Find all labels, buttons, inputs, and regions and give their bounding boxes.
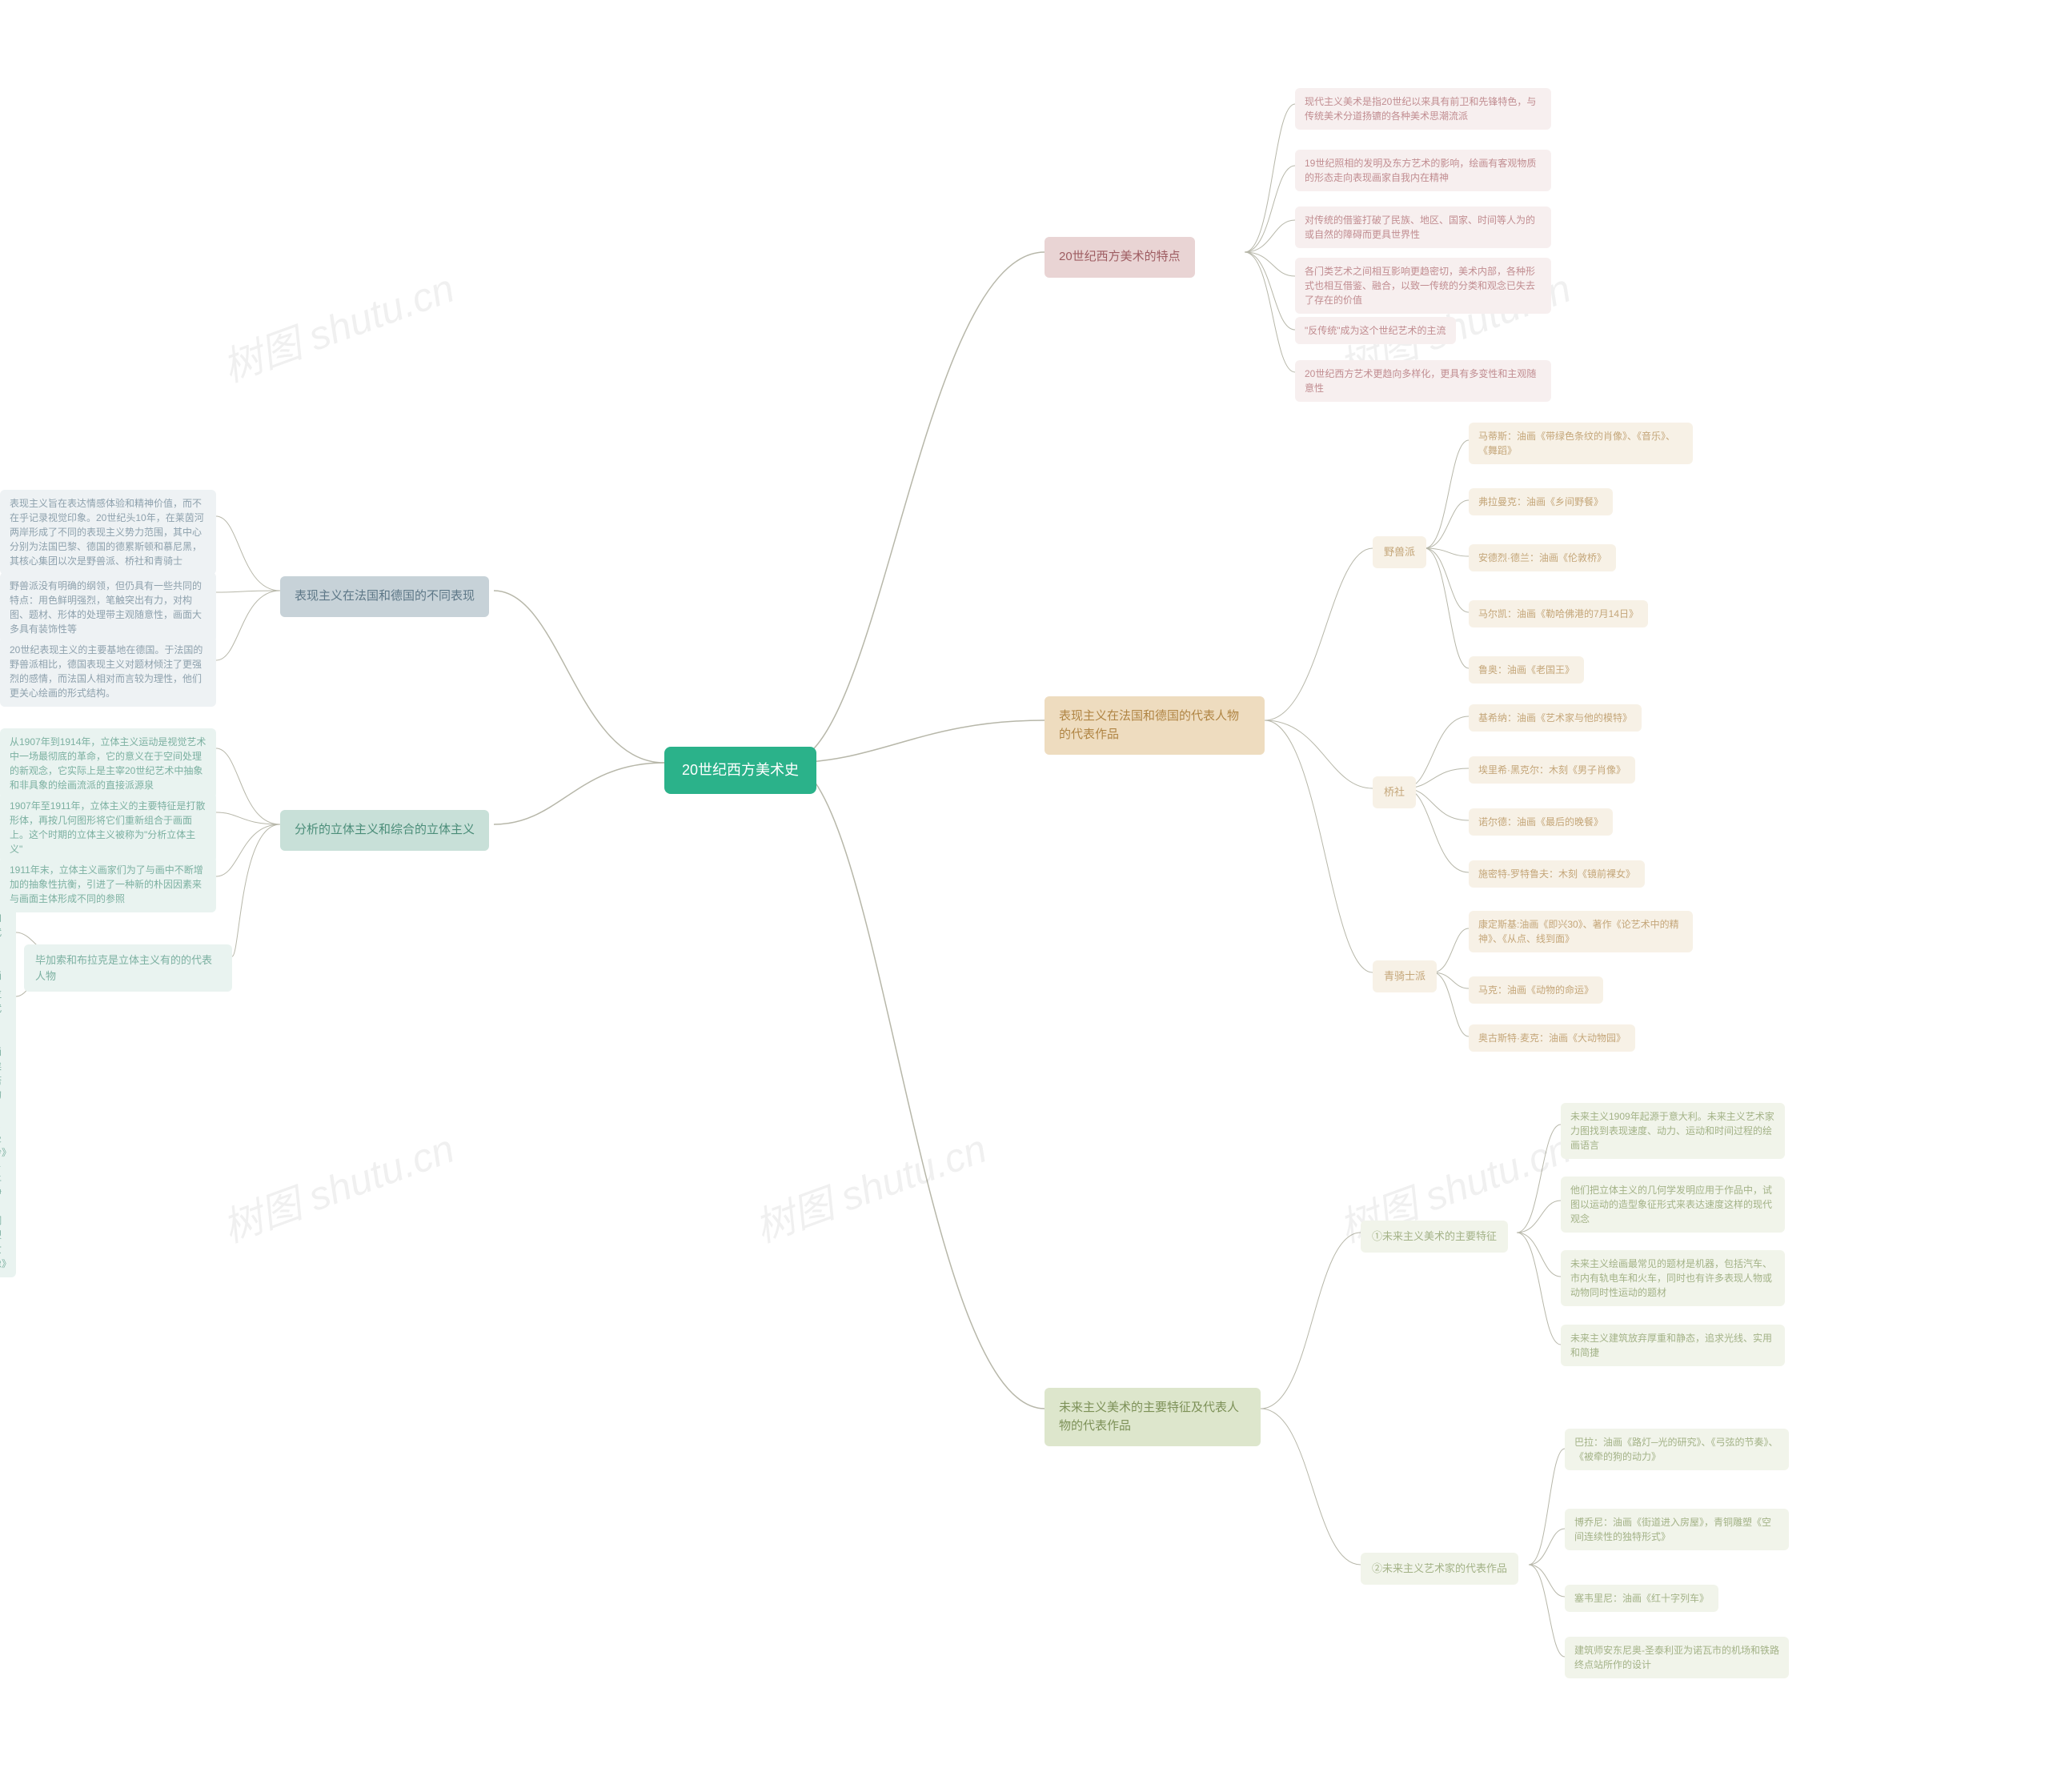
watermark: 树图 shutu.cn bbox=[214, 1116, 461, 1253]
leaf-b3s2-2: 塞韦里尼：油画《红十字列车》 bbox=[1565, 1585, 1718, 1612]
root-node[interactable]: 20世纪西方美术史 bbox=[664, 747, 816, 794]
leaf-b3s1-1: 他们把立体主义的几何学发明应用于作品中，试图以运动的造型象征形式来表达速度这样的… bbox=[1561, 1177, 1785, 1233]
leaf-b1-0: 现代主义美术是指20世纪以来具有前卫和先锋特色，与传统美术分道扬镳的各种美术思潮… bbox=[1295, 88, 1551, 130]
leaf-b1-2: 对传统的借鉴打破了民族、地区、国家、时间等人为的或自然的障碍而更具世界性 bbox=[1295, 206, 1551, 248]
leaf-b2s2-0: 基希纳：油画《艺术家与他的模特》 bbox=[1469, 704, 1642, 732]
leaf-b5-2: 1911年末，立体主义画家们为了与画中不断增加的抽象性抗衡，引进了一种新的朴因因… bbox=[0, 856, 216, 912]
branch-futurism[interactable]: 未来主义美术的主要特征及代表人物的代表作品 bbox=[1045, 1388, 1261, 1446]
leaf-b4-2: 20世纪表现主义的主要基地在德国。于法国的野兽派相比，德国表现主义对题材倾注了更… bbox=[0, 636, 216, 707]
leaf-b2s2-3: 施密特-罗特鲁夫：木刻《镜前裸女》 bbox=[1469, 860, 1645, 888]
leaf-b1-5: 20世纪西方艺术更趋向多样化，更具有多变性和主观随意性 bbox=[1295, 360, 1551, 402]
leaf-b2s1-0: 马蒂斯：油画《带绿色条纹的肖像》、《音乐》、《舞蹈》 bbox=[1469, 423, 1693, 464]
leaf-b1-3: 各门类艺术之间相互影响更趋密切，美术内部，各种形式也相互借鉴、融合，以致一传统的… bbox=[1295, 258, 1551, 314]
leaf-b5-1: 1907年至1911年，立体主义的主要特征是打散形体，再按几何图形将它们重新组合… bbox=[0, 792, 216, 863]
branch-features[interactable]: 20世纪西方美术的特点 bbox=[1045, 237, 1195, 278]
leaf-b4-1: 野兽派没有明确的纲领，但仍具有一些共同的特点：用色鲜明强烈，笔触突出有力，对构图… bbox=[0, 572, 216, 643]
leaf-b2s1-4: 鲁奥：油画《老国王》 bbox=[1469, 656, 1584, 684]
leaf-b2s2-2: 诺尔德：油画《最后的晚餐》 bbox=[1469, 808, 1613, 836]
leaf-b4-0: 表现主义旨在表达情感体验和精神价值，而不在乎记录视觉印象。20世纪头10年，在莱… bbox=[0, 490, 216, 575]
leaf-b1-1: 19世纪照相的发明及东方艺术的影响，绘画有客观物质的形态走向表现画家自我内在精神 bbox=[1295, 150, 1551, 191]
leaf-b2s3-1: 马克：油画《动物的命运》 bbox=[1469, 976, 1603, 1004]
sub-fauvism[interactable]: 野兽派 bbox=[1373, 536, 1426, 568]
branch-cubism[interactable]: 分析的立体主义和综合的立体主义 bbox=[280, 810, 489, 851]
branch-expressionism-works[interactable]: 表现主义在法国和德国的代表人物的代表作品 bbox=[1045, 696, 1265, 755]
sub-futurism-features[interactable]: ①未来主义美术的主要特征 bbox=[1361, 1221, 1508, 1253]
leaf-b3s1-3: 未来主义建筑放弃厚重和静态，追求光线、实用和简捷 bbox=[1561, 1325, 1785, 1366]
watermark: 树图 shutu.cn bbox=[746, 1116, 993, 1253]
leaf-b1-4: "反传统"成为这个世纪艺术的主流 bbox=[1295, 317, 1456, 344]
leaf-b2s1-1: 弗拉曼克：油画《乡间野餐》 bbox=[1469, 488, 1613, 515]
sub-cubism-artists[interactable]: 毕加索和布拉克是立体主义有的的代表人物 bbox=[24, 944, 232, 992]
leaf-b3s2-3: 建筑师安东尼奥-圣泰利亚为诺瓦市的机场和铁路终点站所作的设计 bbox=[1565, 1637, 1789, 1678]
sub-bridge[interactable]: 桥社 bbox=[1373, 776, 1416, 808]
watermark: 树图 shutu.cn bbox=[214, 256, 461, 393]
leaf-b3s2-0: 巴拉：油画《路灯─光的研究》、《弓弦的节奏》、《被牵的狗的动力》 bbox=[1565, 1429, 1789, 1470]
leaf-b5-0: 从1907年到1914年，立体主义运动是视觉艺术中一场最彻底的革命，它的意义在于… bbox=[0, 728, 216, 799]
leaf-b3s1-2: 未来主义绘画最常见的题材是机器，包括汽车、市内有轨电车和火车，同时也有许多表现人… bbox=[1561, 1250, 1785, 1306]
leaf-b2s1-2: 安德烈·德兰：油画《伦敦桥》 bbox=[1469, 544, 1616, 571]
sub-futurism-works[interactable]: ②未来主义艺术家的代表作品 bbox=[1361, 1553, 1518, 1585]
sub-bluerider[interactable]: 青骑士派 bbox=[1373, 960, 1437, 992]
leaf-b2s3-2: 奥古斯特·麦克：油画《大动物园》 bbox=[1469, 1024, 1635, 1052]
leaf-b5sub-1: 布拉克代表作：油画《埃斯塔克的树林》、《曼陀铃》 bbox=[0, 980, 16, 1166]
leaf-b3s2-1: 博乔尼：油画《街道进入房屋》，青铜雕塑《空间连续性的独特形式》 bbox=[1565, 1509, 1789, 1550]
leaf-b2s1-3: 马尔凯：油画《勒哈佛港的7月14日》 bbox=[1469, 600, 1648, 627]
leaf-b3s1-0: 未来主义1909年起源于意大利。未来主义艺术家力图找到表现速度、动力、运动和时间… bbox=[1561, 1103, 1785, 1159]
branch-expressionism-diff[interactable]: 表现主义在法国和德国的不同表现 bbox=[280, 576, 489, 617]
leaf-b2s2-1: 埃里希·黑克尔：木刻《男子肖像》 bbox=[1469, 756, 1635, 784]
leaf-b2s3-0: 康定斯基:油画《即兴30》、著作《论艺术中的精神》、《从点、线到面》 bbox=[1469, 911, 1693, 952]
